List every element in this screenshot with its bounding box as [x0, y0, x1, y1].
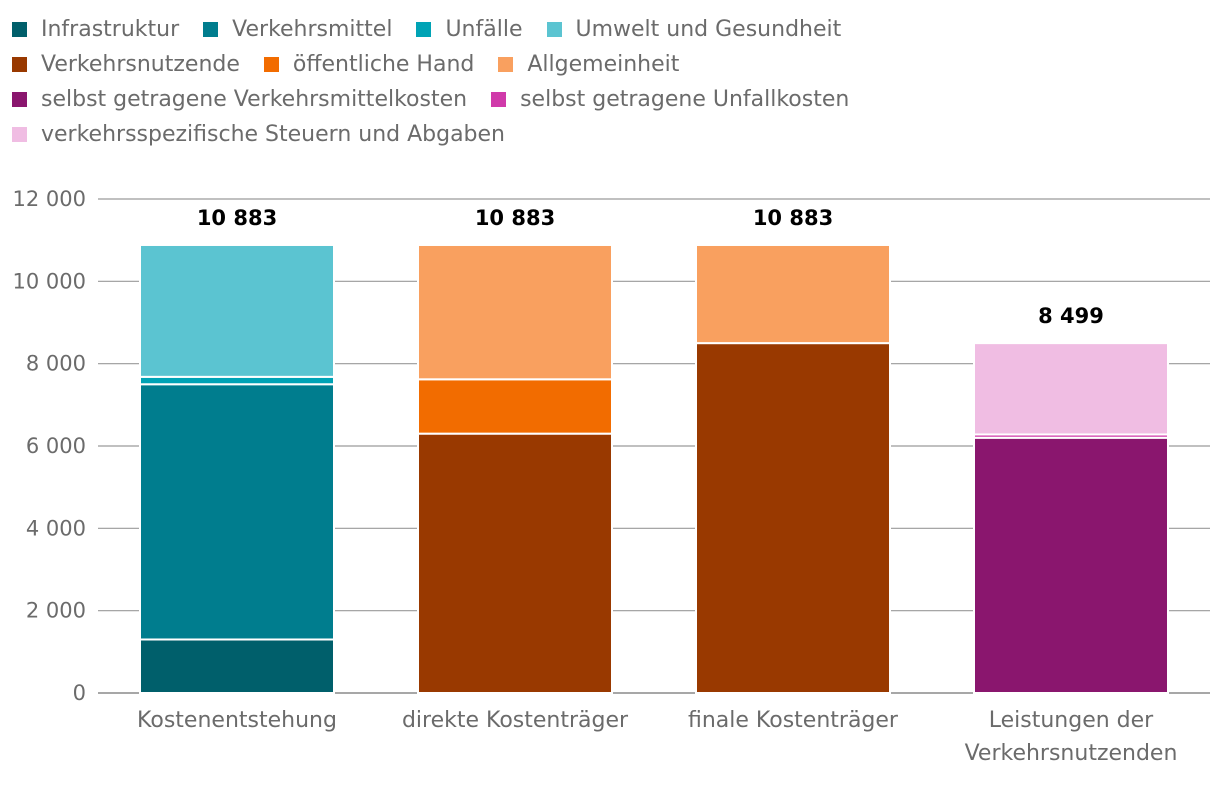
legend-label: verkehrsspezifische Steuern und Abgaben: [41, 122, 505, 147]
legend-label: Verkehrsmittel: [232, 17, 393, 42]
legend-label: Infrastruktur: [41, 17, 180, 42]
bar-segment[interactable]: [139, 383, 335, 641]
x-category-label: Verkehrsnutzenden: [965, 741, 1178, 766]
y-tick-label: 8 000: [26, 352, 86, 376]
legend-label: selbst getragene Unfallkosten: [520, 87, 850, 112]
bar-segment[interactable]: [973, 342, 1169, 436]
legend-swatch: [498, 57, 514, 72]
legend-row: Infrastruktur Verkehrsmittel Unfälle Umwelt…: [12, 12, 1202, 47]
legend-item[interactable]: Allgemeinheit: [498, 52, 679, 77]
legend-item[interactable]: verkehrsspezifische Steuern und Abgaben: [12, 122, 505, 147]
legend-swatch: [12, 57, 27, 72]
bar-segment[interactable]: [695, 342, 891, 694]
legend-item[interactable]: Verkehrsmittel: [203, 17, 392, 42]
legend-swatch: [546, 22, 562, 37]
bar-segment[interactable]: [695, 243, 891, 345]
bar-segment[interactable]: [417, 432, 613, 694]
legend-label: Unfälle: [445, 17, 523, 42]
legend-label: Allgemeinheit: [527, 52, 680, 77]
legend: Infrastruktur Verkehrsmittel Unfälle Umwelt…: [12, 12, 1202, 152]
legend-row: selbst getragene Verkehrsmittelkosten sel…: [12, 82, 1202, 117]
total-label: 10 883: [197, 206, 277, 230]
bar-segment[interactable]: [417, 243, 613, 381]
bar-segment[interactable]: [973, 436, 1169, 694]
legend-swatch: [263, 57, 279, 72]
legend-item[interactable]: Verkehrsnutzende: [12, 52, 240, 77]
legend-row: Verkehrsnutzende öffentliche Hand Allgemei…: [12, 47, 1202, 82]
bar-segment[interactable]: [139, 638, 335, 695]
legend-swatch: [12, 92, 27, 107]
legend-swatch: [12, 127, 27, 142]
legend-swatch: [203, 22, 219, 37]
legend-label: öffentliche Hand: [292, 52, 475, 77]
legend-item[interactable]: selbst getragene Unfallkosten: [491, 87, 849, 112]
bar-segment[interactable]: [417, 378, 613, 435]
legend-label: selbst getragene Verkehrsmittelkosten: [41, 87, 468, 112]
legend-swatch: [491, 92, 507, 107]
y-tick-label: 12 000: [13, 187, 86, 211]
y-tick-label: 10 000: [13, 269, 86, 293]
legend-item[interactable]: öffentliche Hand: [263, 52, 475, 77]
total-label: 10 883: [475, 206, 555, 230]
y-tick-label: 4 000: [26, 516, 86, 540]
total-label: 8 499: [1038, 304, 1104, 328]
legend-swatch: [12, 22, 27, 37]
y-tick-label: 6 000: [26, 434, 86, 458]
legend-item[interactable]: Infrastruktur: [12, 17, 179, 42]
legend-label: Verkehrsnutzende: [41, 52, 240, 77]
legend-label: Umwelt und Gesundheit: [575, 17, 842, 42]
x-category-label: finale Kostenträger: [688, 708, 899, 733]
total-label: 10 883: [753, 206, 833, 230]
legend-item[interactable]: Unfälle: [416, 17, 523, 42]
bar-segment[interactable]: [139, 243, 335, 378]
y-tick-label: 0: [73, 681, 86, 705]
legend-item[interactable]: selbst getragene Verkehrsmittelkosten: [12, 87, 467, 112]
bar-segment[interactable]: [139, 375, 335, 386]
x-category-label: Kostenentstehung: [137, 708, 337, 733]
y-tick-label: 2 000: [26, 599, 86, 623]
x-category-label: Leistungen der: [989, 708, 1154, 733]
x-category-label: direkte Kostenträger: [402, 708, 629, 733]
legend-swatch: [416, 22, 432, 37]
legend-row: verkehrsspezifische Steuern und Abgaben: [12, 117, 1202, 152]
legend-item[interactable]: Umwelt und Gesundheit: [546, 17, 842, 42]
